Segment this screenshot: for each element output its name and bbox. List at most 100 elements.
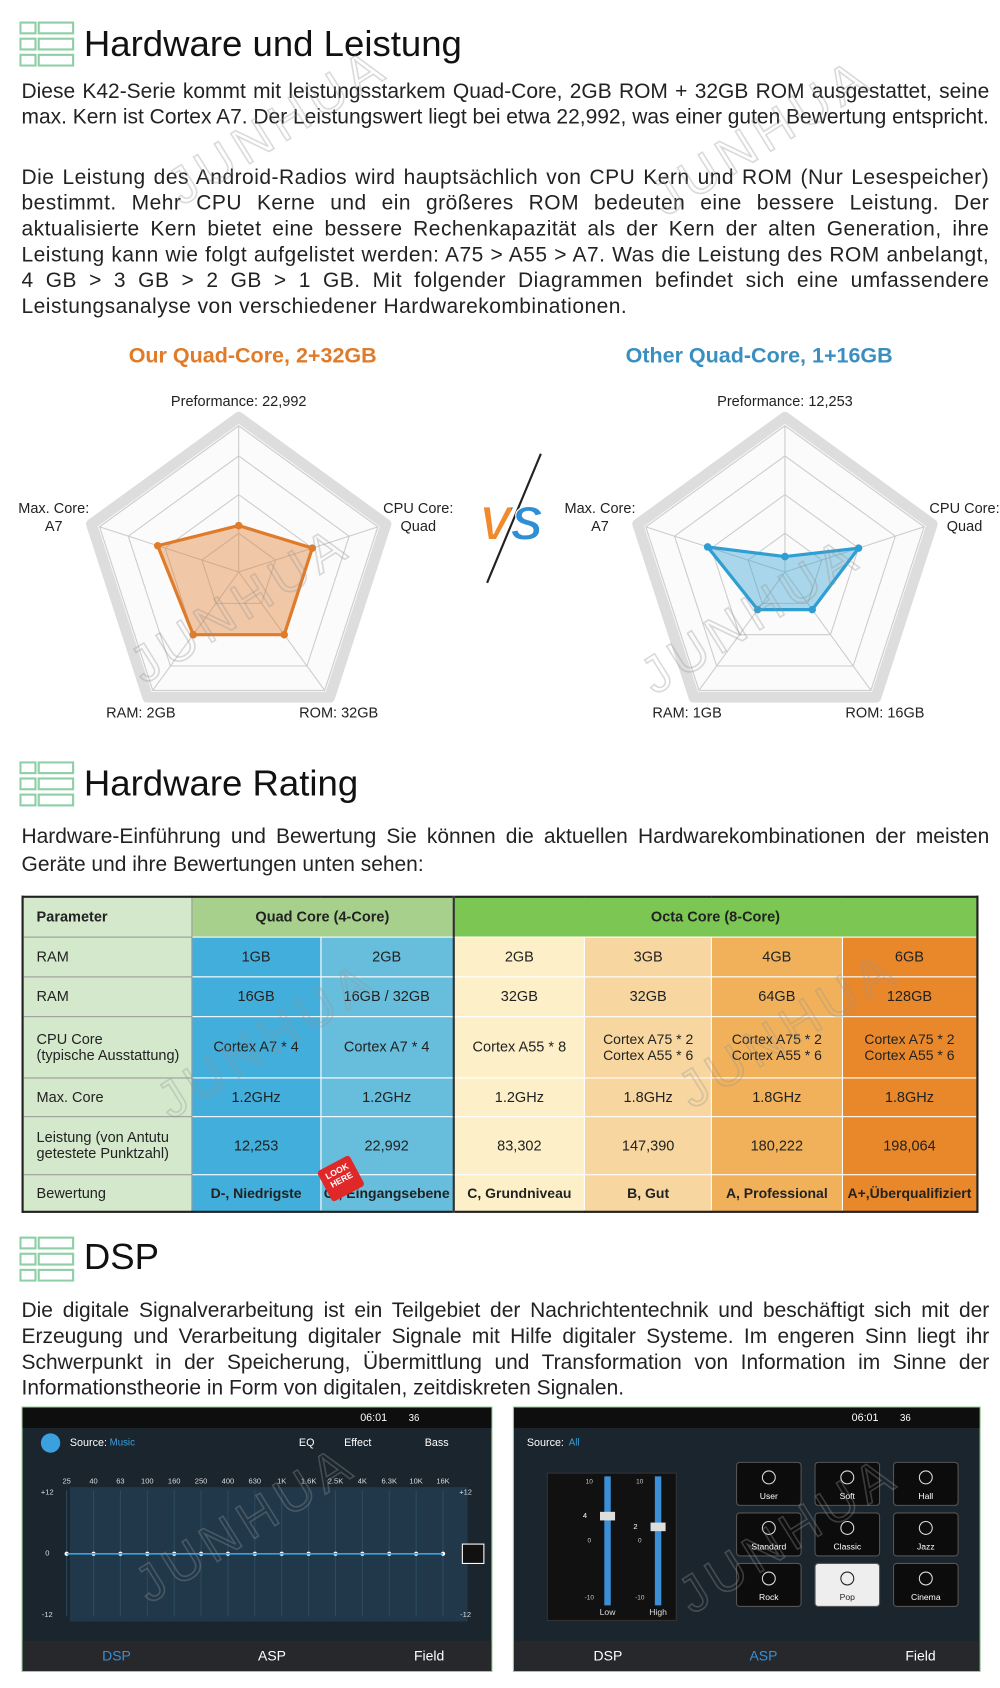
tab[interactable]: Bass — [425, 1437, 449, 1449]
radar-point — [234, 521, 243, 530]
preset-icon — [918, 1571, 933, 1586]
table-cell: D-, Niedrigste — [191, 1173, 321, 1213]
nav-item[interactable]: Field — [414, 1648, 444, 1664]
table-cell: Cortex A55 * 8 — [452, 1015, 586, 1078]
slider-label: High — [649, 1607, 667, 1617]
slider-track[interactable] — [654, 1476, 662, 1606]
slider-track[interactable] — [604, 1476, 611, 1606]
freq-label: 400 — [222, 1477, 235, 1486]
table-cell: 1.2GHz — [452, 1076, 586, 1117]
table-cell: Cortex A7 * 4 — [319, 1015, 455, 1078]
axis-label: ROM: 16GB — [845, 704, 925, 721]
spoke — [152, 571, 240, 691]
level-label: +12 — [41, 1487, 54, 1496]
header-cell: Quad Core (4-Core) — [191, 896, 455, 938]
table-cell: Cortex A75 * 2 Cortex A55 * 6 — [841, 1015, 978, 1078]
tab[interactable]: Effect — [344, 1437, 371, 1449]
preset-icon — [840, 1571, 855, 1586]
level-label: +12 — [459, 1487, 472, 1496]
table-cell: 32GB — [452, 975, 586, 1017]
table-cell: 1.2GHz — [319, 1076, 455, 1117]
table-cell: Cortex A7 * 4 — [191, 1015, 321, 1078]
table-row: Max. Core 1.2GHz 1.2GHz 1.2GHz 1.8GHz 1.8GHz 1… — [22, 1076, 978, 1117]
preset-label: Standard — [751, 1542, 786, 1552]
table-cell: 1.8GHz — [584, 1076, 713, 1117]
eq-screenshot: 06:01 36 DSP ASP Field Source: Music EQ Effect Ba… — [21, 1406, 493, 1673]
table-cell: 180,222 — [711, 1115, 843, 1175]
nav-item[interactable]: DSP — [102, 1648, 131, 1664]
source-value: All — [569, 1438, 580, 1449]
radar-area — [155, 523, 315, 637]
table-row: Bewertung D-, Niedrigste C-, Eingangsebene… — [22, 1173, 978, 1213]
spoke — [784, 571, 872, 691]
chart-title: Our Quad-Core, 2+32GB — [128, 344, 377, 368]
spoke — [238, 571, 326, 691]
freq-label: 40 — [89, 1477, 97, 1486]
preset-label: Pop — [840, 1592, 856, 1602]
spoke — [238, 526, 378, 573]
radar-chart: Our Quad-Core, 2+32GB Preformance: 22,99… — [0, 323, 500, 742]
radar-point — [854, 544, 863, 552]
vs-text: VS — [479, 497, 543, 550]
preset-label: Jazz — [917, 1542, 935, 1552]
power-button[interactable] — [40, 1433, 61, 1453]
status-time: 06:01 — [852, 1412, 879, 1424]
axis-label: RAM: 2GB — [106, 704, 176, 721]
preset-icon — [918, 1520, 933, 1535]
parameter-cell: RAM — [22, 936, 193, 977]
reset-button[interactable] — [461, 1543, 485, 1564]
nav-item[interactable]: Field — [905, 1648, 935, 1664]
paragraph: Diese K42-Serie kommt mit leistungsstark… — [21, 79, 990, 130]
status-bar — [513, 1407, 980, 1428]
parameter-cell: CPU Core (typische Ausstattung) — [22, 1015, 193, 1078]
axis-label: Preformance: 12,253 — [717, 393, 853, 410]
parameter-cell: Leistung (von Antutu getestete Punktzahl… — [22, 1115, 193, 1175]
grid-ring — [710, 493, 860, 636]
preset-icon — [840, 1520, 855, 1535]
axis-label: Max. Core: A7 — [564, 500, 636, 535]
table-cell: 64GB — [711, 975, 843, 1017]
nav-item[interactable]: ASP — [258, 1648, 286, 1664]
preset-label: Soft — [840, 1491, 856, 1501]
paragraph: Die digitale Signalverarbeitung ist ein … — [21, 1298, 990, 1401]
parameter-cell: Bewertung — [22, 1173, 193, 1213]
preset-icon — [761, 1571, 776, 1586]
table-row: Leistung (von Antutu getestete Punktzahl… — [22, 1115, 978, 1175]
preset-icon — [840, 1470, 855, 1485]
radar-point — [703, 543, 712, 551]
table-cell: 1.8GHz — [841, 1076, 978, 1117]
table-cell: 12,253 — [191, 1115, 321, 1175]
nav-item[interactable]: ASP — [749, 1648, 777, 1664]
radar-point — [280, 630, 288, 639]
table-cell: 16GB / 32GB — [319, 975, 455, 1017]
table-cell: 198,064 — [841, 1115, 978, 1175]
spoke — [99, 526, 239, 573]
asp-screenshot: 06:01 36 DSP ASP Field Source: All 10 0 -10 4 Low 10… — [512, 1406, 981, 1673]
vs-slash — [486, 453, 542, 584]
table-cell: 1.2GHz — [191, 1076, 321, 1117]
axis-label: CPU Core: Quad — [929, 500, 1000, 535]
freq-label: 25 — [62, 1477, 70, 1486]
slider-knob[interactable] — [600, 1511, 616, 1521]
radar-point — [753, 605, 762, 614]
radar-point — [808, 605, 817, 614]
table-cell: 1.8GHz — [711, 1076, 843, 1117]
header-row: Parameter Quad Core (4-Core) Octa Core (8-… — [22, 896, 978, 938]
source-label: Source: — [70, 1437, 107, 1449]
preset-label: Classic — [833, 1542, 861, 1552]
slider-knob[interactable] — [650, 1522, 666, 1532]
nav-item[interactable]: DSP — [594, 1648, 623, 1664]
section-title: Hardware Rating — [83, 763, 359, 805]
level-label: 0 — [45, 1549, 49, 1558]
status-time: 06:01 — [360, 1412, 387, 1424]
freq-label: 6.3K — [382, 1477, 397, 1486]
slider-value: 2 — [633, 1522, 637, 1531]
table-cell: 3GB — [584, 936, 713, 977]
table-row: RAM 16GB 16GB / 32GB 32GB 32GB 64GB 128GB — [22, 975, 978, 1017]
radar-area — [703, 544, 863, 612]
chart-title: Other Quad-Core, 1+16GB — [625, 344, 893, 368]
tab[interactable]: EQ — [299, 1437, 315, 1449]
section-title: Hardware und Leistung — [83, 23, 462, 65]
